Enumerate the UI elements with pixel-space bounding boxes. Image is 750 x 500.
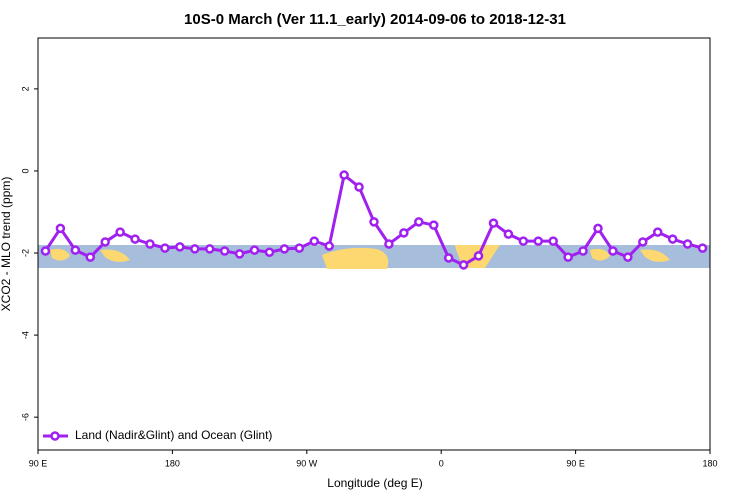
- data-point: [533, 236, 544, 246]
- y-tick-label: -4: [20, 331, 30, 339]
- data-point: [399, 228, 409, 238]
- data-point: [488, 218, 499, 228]
- data-point: [354, 182, 364, 192]
- data-point: [219, 246, 230, 256]
- data-point: [339, 170, 349, 180]
- data-point: [294, 243, 305, 253]
- data-point: [443, 253, 454, 263]
- chart-title: 10S-0 March (Ver 11.1_early) 2014-09-06 …: [184, 11, 566, 28]
- data-point: [160, 243, 170, 253]
- data-point: [190, 244, 200, 254]
- data-point: [384, 239, 394, 249]
- data-point: [697, 243, 708, 253]
- data-point: [563, 252, 573, 262]
- data-point: [548, 236, 558, 246]
- x-tick-label: 90 E: [566, 458, 585, 468]
- x-tick-label: 180: [702, 458, 717, 468]
- data-point: [115, 227, 125, 237]
- data-point: [234, 249, 245, 259]
- y-tick-label: -6: [20, 413, 30, 421]
- data-point: [85, 252, 96, 262]
- data-point: [40, 246, 51, 256]
- x-tick-label: 90 E: [29, 458, 48, 468]
- legend-label: Land (Nadir&Glint) and Ocean (Glint): [75, 428, 272, 442]
- data-point: [608, 246, 618, 256]
- data-point: [100, 237, 110, 247]
- x-tick-label: 180: [165, 458, 180, 468]
- data-point: [249, 245, 260, 255]
- data-point: [428, 220, 439, 230]
- data-point: [70, 245, 81, 255]
- data-point: [324, 241, 334, 251]
- data-point: [279, 244, 290, 254]
- data-point: [458, 260, 469, 270]
- y-axis-label: XCO2 - MLO trend (ppm): [0, 177, 13, 312]
- x-tick-label: 90 W: [296, 458, 318, 468]
- y-tick-label: -2: [20, 249, 30, 257]
- data-point: [682, 239, 693, 249]
- data-point: [578, 246, 588, 256]
- y-tick-label: 0: [20, 168, 30, 173]
- data-point: [667, 234, 678, 244]
- plot-frame: [37, 37, 711, 451]
- data-point: [518, 236, 529, 246]
- data-point: [204, 244, 215, 254]
- data-point: [55, 223, 66, 234]
- data-point: [503, 229, 514, 239]
- data-point: [623, 252, 633, 262]
- data-point: [264, 247, 275, 257]
- x-tick-label: 0: [439, 458, 444, 468]
- data-point: [175, 242, 185, 252]
- data-point: [473, 251, 484, 261]
- data-point: [130, 234, 140, 244]
- data-point: [414, 217, 424, 227]
- x-axis-label: Longitude (deg E): [327, 476, 422, 490]
- data-point: [593, 223, 603, 234]
- data-point: [309, 236, 320, 246]
- data-point: [652, 227, 663, 237]
- data-point: [369, 217, 379, 227]
- y-tick-label: 2: [20, 86, 30, 91]
- data-point: [638, 237, 648, 247]
- data-point: [145, 239, 155, 249]
- legend-marker: [50, 431, 60, 441]
